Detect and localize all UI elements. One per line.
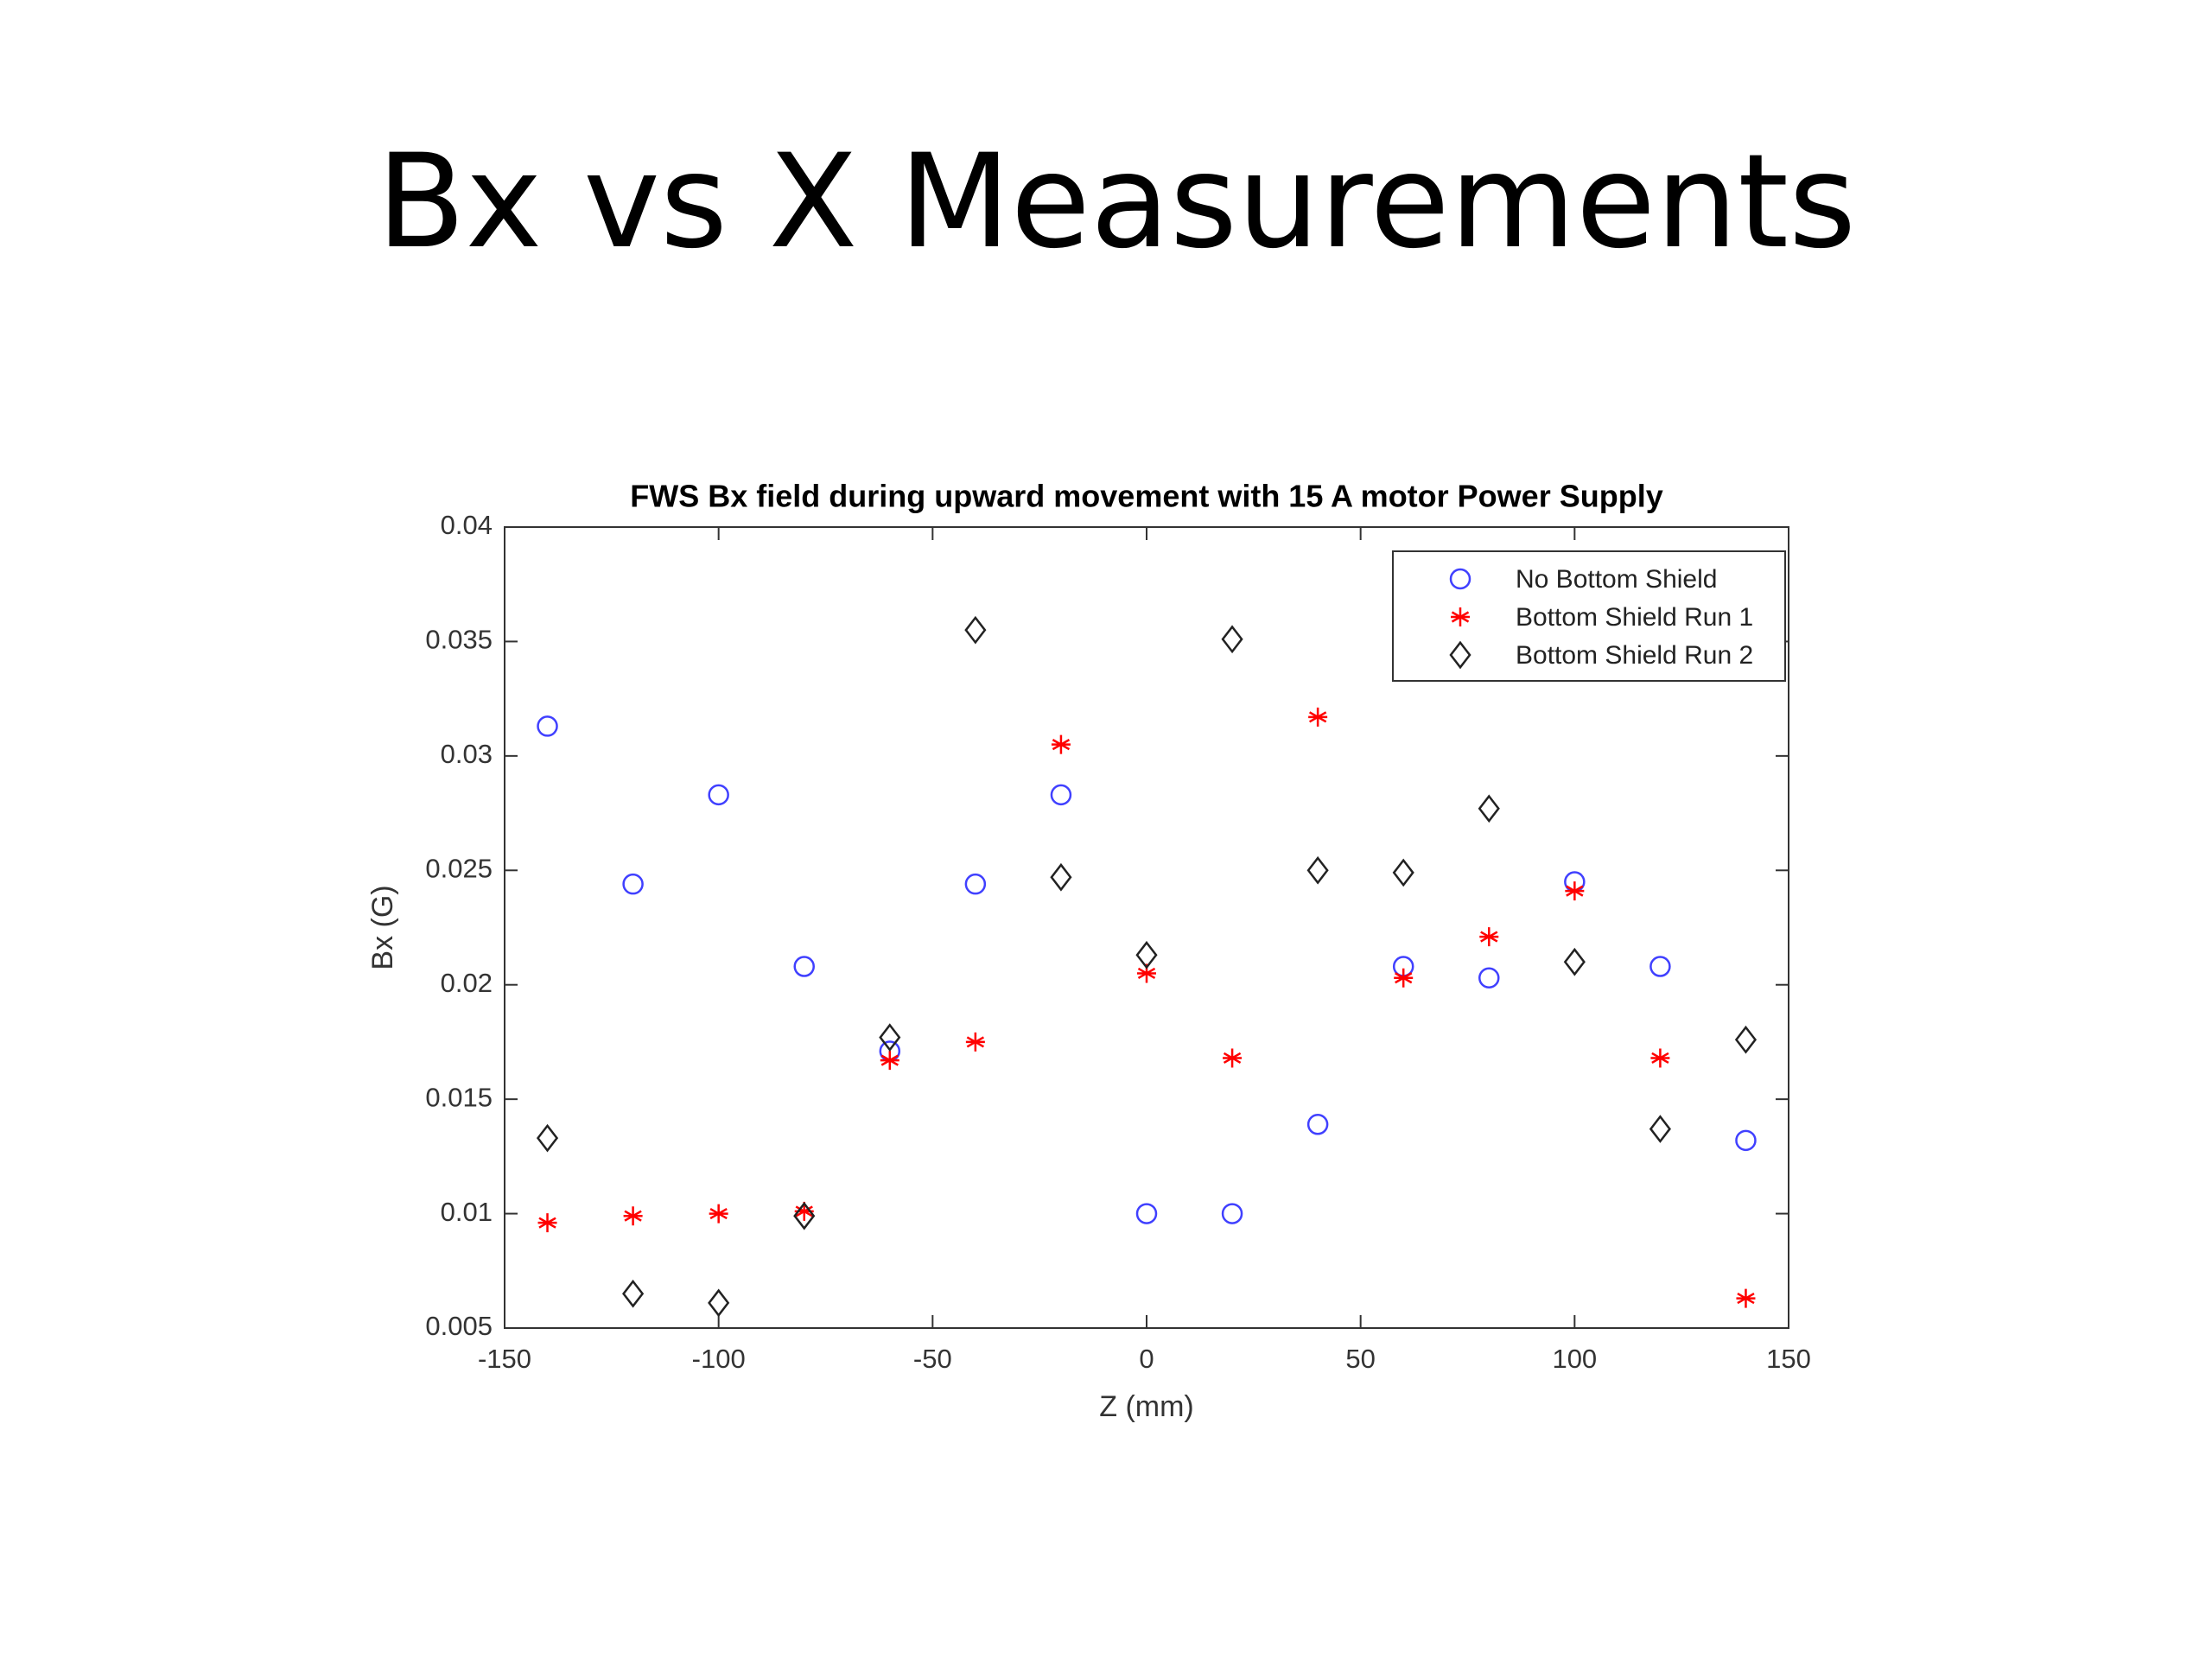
data-point	[879, 1023, 901, 1052]
data-point	[1394, 968, 1414, 988]
data-point	[794, 1201, 814, 1221]
x-axis-label: Z (mm)	[1099, 1390, 1194, 1423]
y-tick-label: 0.025	[425, 853, 493, 883]
data-point	[622, 873, 644, 895]
x-tick-label: 50	[1345, 1344, 1375, 1374]
y-tick-label: 0.04	[441, 510, 493, 540]
data-point	[880, 1051, 899, 1071]
y-axis-label: Bx (G)	[366, 885, 399, 969]
slide-title: Bx vs X Measurements	[377, 127, 1856, 277]
data-point	[536, 1123, 559, 1153]
data-point	[1565, 881, 1585, 901]
data-point	[1306, 855, 1329, 885]
x-tick-label: 100	[1552, 1344, 1597, 1374]
data-point	[537, 715, 558, 737]
x-tick-label: 0	[1139, 1344, 1154, 1374]
data-point	[1649, 956, 1671, 977]
data-point	[1135, 1203, 1158, 1224]
y-tick-label: 0.015	[425, 1082, 493, 1112]
legend-marker	[1449, 640, 1471, 670]
y-tick-label: 0.01	[441, 1197, 493, 1227]
x-tick-label: -50	[913, 1344, 952, 1374]
data-point	[1137, 963, 1156, 983]
y-tick-label: 0.005	[425, 1311, 493, 1341]
data-point	[1221, 625, 1243, 654]
data-point	[1479, 927, 1499, 947]
x-tick-label: -100	[692, 1344, 746, 1374]
data-point	[1563, 947, 1586, 976]
data-point	[1135, 940, 1158, 969]
y-tick-label: 0.03	[441, 739, 493, 769]
data-point	[965, 1032, 985, 1052]
x-tick-label: -150	[478, 1344, 531, 1374]
data-point	[1735, 1129, 1757, 1152]
data-point	[1392, 858, 1414, 887]
data-point	[1478, 967, 1500, 989]
data-point	[1649, 1115, 1671, 1143]
legend-label: No Bottom Shield	[1516, 565, 1717, 594]
data-point	[1478, 794, 1500, 823]
data-point	[1050, 862, 1072, 892]
data-point	[1734, 1025, 1758, 1054]
data-point	[793, 1201, 816, 1230]
data-point	[793, 956, 815, 977]
data-point	[1051, 734, 1071, 754]
x-tick-label: 150	[1766, 1344, 1811, 1374]
data-point	[1221, 1203, 1243, 1224]
legend-marker	[1449, 568, 1471, 590]
data-point	[1306, 1114, 1329, 1135]
legend-label: Bottom Shield Run 1	[1516, 603, 1753, 632]
data-point	[708, 784, 729, 806]
data-point	[623, 1206, 643, 1226]
data-point	[1650, 1048, 1670, 1068]
data-point	[1736, 1288, 1756, 1308]
y-tick-label: 0.035	[425, 625, 493, 655]
data-point	[622, 1279, 645, 1308]
y-tick-label: 0.02	[441, 968, 493, 998]
data-point	[1050, 784, 1072, 806]
chart-title: FWS Bx field during upward movement with…	[630, 479, 1662, 514]
data-point	[964, 615, 987, 645]
data-point	[964, 873, 987, 895]
legend-marker	[1451, 607, 1470, 626]
data-point	[1308, 707, 1328, 727]
data-point	[709, 1204, 728, 1224]
data-point	[1223, 1048, 1243, 1068]
data-point	[708, 1288, 730, 1318]
legend-label: Bottom Shield Run 2	[1516, 641, 1753, 670]
data-point	[537, 1213, 557, 1233]
